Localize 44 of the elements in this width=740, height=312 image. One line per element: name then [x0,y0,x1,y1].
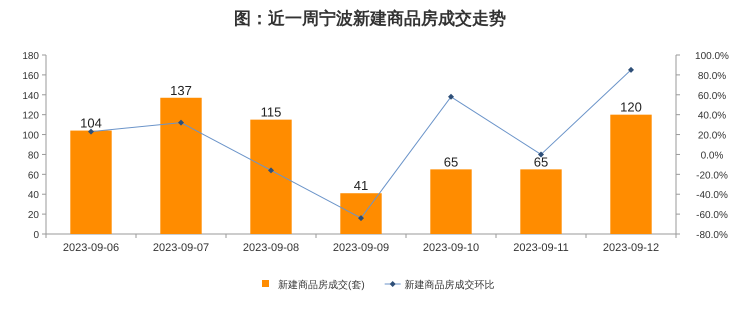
data-label: 65 [444,154,458,170]
data-label: 41 [354,178,368,194]
y2-tick-label: 40.0% [698,110,726,122]
y-tick-label: 80 [28,150,40,162]
data-label: 104 [80,116,102,131]
y-tick-label: 160 [22,70,40,82]
bar [520,169,562,234]
y2-tick-label: 80.0% [698,70,726,82]
y-tick-label: 100 [22,130,40,142]
x-tick-label: 2023-09-06 [62,242,120,254]
data-label: 137 [170,82,192,98]
bar [250,120,292,234]
y2-tick-label: -80.0% [696,230,728,241]
y-tick-label: 60 [28,170,40,182]
x-tick-label: 2023-09-11 [513,242,569,254]
x-tick-label: 2023-09-10 [422,242,480,254]
y2-tick-label: 0.0% [700,150,724,162]
y-tick-label: 40 [28,190,40,202]
y-tick-label: 180 [22,51,40,62]
y2-tick-label: -40.0% [696,190,728,202]
legend-label: 新建商品房成交(套) [278,279,365,291]
y2-tick-label: -60.0% [696,210,728,222]
y-tick-label: 120 [22,110,40,122]
y-tick-label: 0 [33,230,40,241]
data-label: 65 [534,154,548,170]
x-tick-label: 2023-09-07 [152,242,210,254]
chart-title: 图：近一周宁波新建商品房成交走势 [234,9,506,28]
bar [610,114,652,234]
bar [70,130,112,234]
y-tick-label: 20 [28,210,40,222]
data-label: 120 [620,100,642,115]
y2-tick-label: 20.0% [698,130,726,142]
bar [430,169,472,234]
bar [160,98,202,234]
y2-tick-label: -20.0% [696,170,728,182]
x-tick-label: 2023-09-09 [332,242,390,254]
bar [340,193,382,234]
x-tick-label: 2023-09-08 [242,242,300,254]
y2-tick-label: 60.0% [698,90,726,102]
data-label: 115 [260,104,282,120]
y-tick-label: 140 [22,90,40,102]
y2-tick-label: 100.0% [695,51,730,62]
legend-label: 新建商品房成交环比 [404,279,495,291]
x-tick-label: 2023-09-12 [602,242,660,254]
